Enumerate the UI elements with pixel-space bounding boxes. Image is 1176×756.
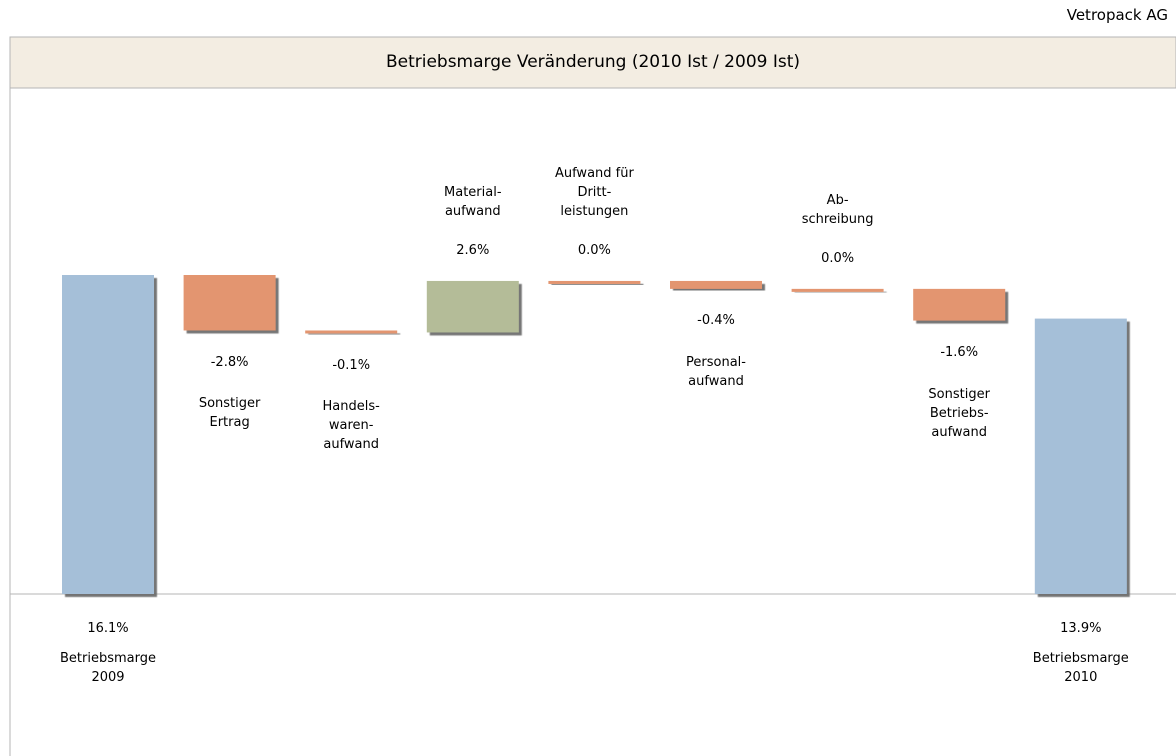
value-label: 0.0% (577, 243, 611, 259)
value-label: 2.6% (456, 243, 490, 259)
bar (183, 275, 276, 331)
chart-title: Betriebsmarge Veränderung (2010 Ist / 20… (385, 52, 801, 72)
category-label: Sonstiger Betriebs- aufwand (928, 386, 990, 440)
value-label: 0.0% (821, 251, 855, 267)
company: Vetropack AG (1066, 6, 1168, 24)
bar (548, 280, 641, 284)
bar (305, 330, 398, 334)
value-label: -0.1% (332, 357, 371, 373)
bar (1034, 318, 1127, 594)
category-label: Betriebsmarge 2009 (60, 650, 156, 685)
bar (670, 280, 762, 289)
category-label: Handels- waren- aufwand (322, 399, 380, 453)
category-label: Sonstiger Ertrag (198, 396, 261, 431)
value-label: -1.6% (940, 345, 979, 361)
value-label: -2.8% (210, 354, 249, 370)
category-label: Ab- schreibung (801, 192, 874, 227)
value-label: 16.1% (87, 620, 129, 636)
category-label: Personal- aufwand (686, 354, 746, 389)
bar (62, 275, 154, 594)
bar (791, 288, 884, 292)
header-band (9, 36, 1176, 89)
category-label: Betriebsmarge 2010 (1032, 650, 1129, 685)
category-label: Material- aufwand (444, 184, 502, 219)
value-label: -0.4% (697, 313, 735, 329)
bar (913, 288, 1006, 321)
bar (426, 280, 519, 333)
value-label: 13.9% (1060, 620, 1102, 636)
category-label: Aufwand für Dritt- leistungen (554, 165, 634, 219)
